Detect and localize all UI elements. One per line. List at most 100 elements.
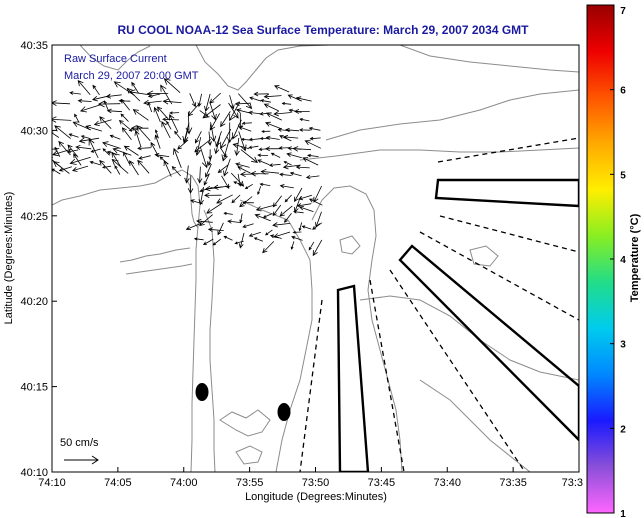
current-vector xyxy=(248,137,261,142)
current-vector xyxy=(308,126,321,131)
current-vector xyxy=(68,133,79,138)
buoy-marker-2 xyxy=(277,403,291,421)
current-vector xyxy=(255,205,274,212)
current-vector xyxy=(199,110,209,117)
current-vector xyxy=(253,91,269,97)
disposal-area-diagonal xyxy=(398,244,579,442)
map-content xyxy=(52,45,579,472)
current-vector xyxy=(199,214,213,227)
disposal-area-north xyxy=(434,178,579,208)
current-vector xyxy=(166,121,172,130)
current-vector xyxy=(283,134,299,140)
y-tick-label: 40:25 xyxy=(20,211,48,223)
current-vector xyxy=(136,124,151,142)
colorbar-label: Temperature (°C) xyxy=(629,213,641,302)
current-vector xyxy=(143,99,162,106)
coastline-brooklyn xyxy=(79,45,151,71)
current-vector xyxy=(283,161,292,166)
colorbar-ticks: 7 6 5 4 3 2 1 xyxy=(610,4,626,518)
coastline-sandy-hook xyxy=(185,177,199,229)
scale-arrow xyxy=(64,455,99,465)
dashed-lane-2 xyxy=(439,215,579,253)
current-vector xyxy=(121,127,132,140)
current-vector xyxy=(260,99,271,103)
current-vector xyxy=(239,196,253,208)
current-vector xyxy=(207,131,212,146)
colorbar-tick-label: 2 xyxy=(620,424,626,435)
current-vector xyxy=(111,158,129,174)
current-vector xyxy=(312,222,323,230)
x-axis-label: Longitude (Degrees:Minutes) xyxy=(245,491,387,503)
current-vector xyxy=(163,78,181,93)
current-vector xyxy=(264,121,282,130)
current-vector xyxy=(292,146,312,152)
current-vector xyxy=(185,223,201,231)
current-vector xyxy=(265,135,280,141)
current-vector xyxy=(244,183,253,190)
current-vector xyxy=(234,101,251,107)
current-vector xyxy=(93,119,112,126)
current-vector xyxy=(217,164,229,174)
current-vector xyxy=(263,103,279,112)
current-vector xyxy=(194,138,211,153)
current-vector xyxy=(298,222,303,232)
current-vector xyxy=(114,165,121,175)
current-vector xyxy=(102,165,112,169)
current-vector xyxy=(248,231,261,237)
y-axis-label: Latitude (Degrees:Minutes) xyxy=(3,192,15,325)
current-vector xyxy=(194,131,202,144)
current-vector xyxy=(206,203,222,214)
current-vector xyxy=(171,165,181,177)
bathy-contour-rough-b xyxy=(235,445,263,465)
x-tick-label: 73:45 xyxy=(368,477,396,489)
current-vector xyxy=(97,100,121,108)
current-vector xyxy=(284,194,292,203)
current-vector xyxy=(99,159,112,174)
current-vector xyxy=(270,152,281,158)
current-vector xyxy=(85,125,103,132)
current-vector xyxy=(309,136,321,141)
current-vector xyxy=(193,237,204,241)
buoy-marker-1 xyxy=(195,383,209,401)
current-vector xyxy=(269,234,282,239)
current-vector xyxy=(265,112,282,121)
current-vector xyxy=(228,102,239,119)
current-vector xyxy=(58,140,71,156)
current-vector xyxy=(75,145,92,150)
current-vector xyxy=(177,139,189,150)
current-vector xyxy=(162,98,182,105)
current-vector xyxy=(242,200,254,205)
current-vector xyxy=(262,213,273,218)
current-vector xyxy=(187,175,194,194)
current-vector xyxy=(74,113,80,123)
current-vector xyxy=(134,129,142,147)
current-vector xyxy=(272,195,283,208)
current-vector xyxy=(226,122,233,144)
x-tick-label: 74:10 xyxy=(38,477,66,489)
dashed-lane-6 xyxy=(299,299,323,472)
bathy-contour-rough-d xyxy=(469,245,499,267)
bathy-contour-rough-a xyxy=(219,409,271,437)
current-vector xyxy=(112,147,132,156)
current-vector xyxy=(162,116,180,122)
current-vector xyxy=(264,146,282,152)
current-vector xyxy=(105,93,122,99)
current-vector xyxy=(265,229,273,236)
current-vector xyxy=(67,144,79,158)
current-vector xyxy=(305,174,320,180)
dashed-lane-1 xyxy=(437,137,579,163)
current-vector xyxy=(235,162,250,168)
current-vector xyxy=(146,90,169,97)
current-vector xyxy=(126,87,141,102)
x-tick-label: 73:55 xyxy=(236,477,264,489)
current-vector xyxy=(299,128,311,132)
current-vector xyxy=(249,96,262,102)
current-vector xyxy=(52,116,72,123)
colorbar-tick-label: 1 xyxy=(620,509,626,518)
current-vector xyxy=(154,152,170,158)
current-vector xyxy=(238,126,252,132)
x-tick-label: 73:3 xyxy=(562,477,583,489)
current-vector xyxy=(290,241,295,250)
